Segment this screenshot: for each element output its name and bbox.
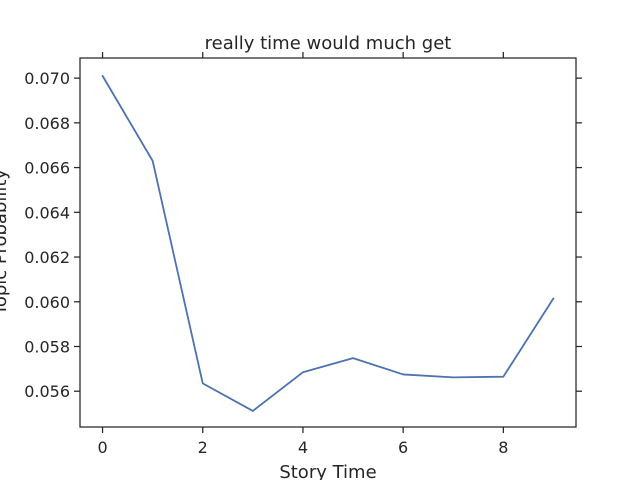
y-axis-label: Topic Probability bbox=[0, 169, 11, 316]
x-tick-label: 8 bbox=[498, 438, 508, 457]
plot-frame bbox=[79, 57, 577, 428]
x-tick-label: 4 bbox=[298, 438, 308, 457]
x-tick-label: 0 bbox=[97, 438, 107, 457]
y-tick-label: 0.068 bbox=[24, 114, 70, 133]
y-tick-label: 0.056 bbox=[24, 382, 70, 401]
chart-title: really time would much get bbox=[205, 33, 452, 54]
y-tick-label: 0.060 bbox=[24, 293, 70, 312]
y-tick-label: 0.066 bbox=[24, 159, 70, 178]
x-axis-label: Story Time bbox=[279, 462, 376, 480]
axis-ticks: 0 2 4 6 8 0.056 0.058 0.060 0.062 0.064 0.066 0.068… bbox=[24, 52, 582, 457]
plot-background bbox=[80, 58, 576, 427]
x-tick-label: 2 bbox=[198, 438, 208, 457]
y-tick-label: 0.070 bbox=[24, 69, 70, 88]
series-line bbox=[101, 74, 555, 412]
y-tick-label: 0.062 bbox=[24, 248, 70, 267]
x-tick-label: 6 bbox=[398, 438, 408, 457]
y-tick-label: 0.058 bbox=[24, 337, 70, 356]
y-tick-label: 0.064 bbox=[24, 203, 70, 222]
